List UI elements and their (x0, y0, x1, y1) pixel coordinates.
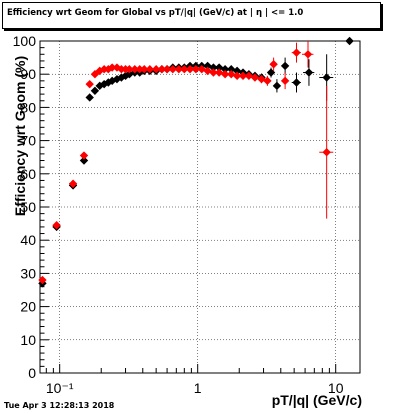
data-point (112, 63, 122, 72)
data-point (135, 65, 144, 74)
data-point (292, 48, 301, 57)
data-point (85, 93, 94, 102)
data-point (38, 275, 47, 285)
chart-title: Efficiency wrt Geom for Global vs pT/|q|… (7, 8, 304, 18)
data-point (272, 81, 282, 91)
data-point (244, 71, 254, 81)
data-point (266, 68, 276, 77)
data-point (232, 66, 242, 76)
y-tick-label: 10 (20, 332, 36, 348)
data-point (85, 79, 94, 89)
y-tick-label: 0 (28, 365, 36, 381)
x-axis-label: pT/|q| (GeV/c) (271, 392, 362, 408)
y-tick-label: 100 (13, 33, 37, 49)
data-point (280, 61, 290, 71)
y-tick-label: 50 (20, 199, 36, 215)
data-point (90, 86, 100, 95)
data-point (121, 71, 130, 81)
data-point (95, 81, 104, 91)
data-point (174, 65, 184, 74)
data-point (209, 68, 218, 77)
data-point (90, 70, 100, 79)
data-point (151, 65, 161, 74)
x-tick-label: 10⁻¹ (46, 380, 74, 396)
data-point (140, 65, 149, 74)
data-point (227, 70, 236, 79)
data-point (214, 68, 224, 77)
data-point (227, 65, 236, 74)
data-point (180, 65, 189, 74)
data-point (145, 65, 155, 74)
y-tick-label: 20 (20, 299, 36, 315)
data-point (104, 78, 113, 87)
data-point (104, 65, 113, 74)
data-point (263, 76, 272, 86)
data-point (209, 63, 218, 72)
data-point (79, 156, 89, 165)
data-point (168, 65, 177, 74)
data-point (322, 148, 331, 157)
data-point (220, 70, 230, 79)
y-tick-label: 90 (20, 66, 36, 82)
data-point (220, 65, 230, 74)
data-point (185, 65, 195, 74)
data-point (130, 65, 139, 74)
y-tick-label: 40 (20, 232, 36, 248)
data-point (232, 71, 242, 81)
data-point (345, 36, 354, 46)
data-point (238, 71, 248, 81)
data-point (125, 65, 134, 74)
data-point (303, 50, 313, 59)
data-point (99, 79, 109, 89)
data-point (203, 66, 212, 76)
y-tick-label: 30 (20, 265, 36, 281)
data-point (52, 221, 61, 230)
x-tick-label: 10 (328, 380, 344, 396)
data-point (162, 65, 172, 74)
data-point (191, 65, 201, 74)
y-tick-label: 70 (20, 133, 36, 149)
data-point (79, 151, 89, 160)
y-axis-label: Efficiency wrt Geom (%) (12, 55, 28, 217)
y-tick-label: 60 (20, 166, 36, 182)
x-tick-label: 1 (194, 380, 202, 396)
data-point (280, 76, 290, 86)
data-point (214, 63, 224, 72)
data-point (304, 68, 314, 77)
title-box: Efficiency wrt Geom for Global vs pT/|q|… (2, 2, 381, 29)
data-point (107, 63, 117, 72)
data-point (197, 65, 206, 74)
data-point (68, 179, 78, 188)
data-point (95, 66, 104, 76)
data-point (157, 65, 167, 74)
data-point (250, 73, 260, 82)
timestamp: Tue Apr 3 12:28:13 2018 (4, 401, 115, 410)
data-point (292, 78, 301, 87)
data-point (322, 73, 331, 82)
y-tick-label: 80 (20, 99, 36, 115)
data-point (257, 74, 266, 84)
data-point (269, 60, 278, 69)
